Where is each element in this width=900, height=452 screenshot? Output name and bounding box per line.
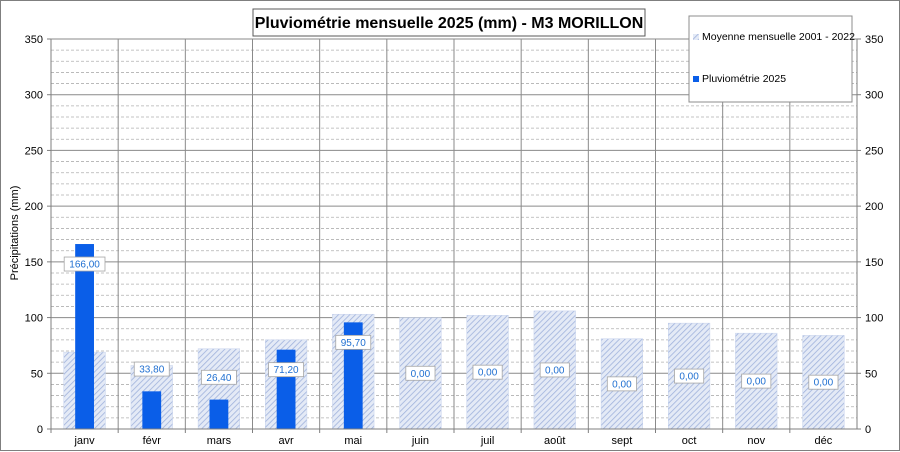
chart-title: Pluviométrie mensuelle 2025 (mm) - M3 MO…	[252, 8, 646, 37]
x-tick-label: juil	[480, 435, 494, 447]
rainfall-bar	[142, 391, 162, 429]
y-tick-label: 100	[25, 313, 43, 325]
x-tick-label: févr	[143, 435, 162, 447]
data-label: 0,00	[539, 362, 570, 378]
y2-tick-label: 0	[865, 424, 871, 436]
y2-tick-label: 250	[865, 145, 883, 157]
data-label-box	[268, 362, 304, 378]
data-label-text: 0,00	[747, 377, 767, 388]
data-label-text: 33,80	[139, 365, 164, 376]
x-tick-label: août	[544, 435, 565, 447]
y-tick-label: 350	[25, 34, 43, 46]
axes: 0 0 50 50 100 100 150 150 200 200 250 250 300 300 350 3…	[25, 34, 884, 447]
legend-label-average: Moyenne mensuelle 2001 - 2022	[702, 31, 855, 43]
data-label-box	[539, 362, 570, 378]
x-tick-label: déc	[815, 435, 833, 447]
data-label: 0,00	[808, 374, 839, 390]
data-label-text: 71,20	[274, 365, 299, 376]
y2-tick-label: 200	[865, 201, 883, 213]
data-label: 0,00	[674, 368, 705, 384]
x-tick-label: mars	[207, 435, 232, 447]
data-label-text: 26,40	[206, 373, 231, 384]
y2-tick-label: 100	[865, 313, 883, 325]
data-label: 71,20	[268, 362, 304, 378]
data-label-box	[741, 373, 772, 389]
y-tick-label: 150	[25, 257, 43, 269]
y2-tick-label: 300	[865, 90, 883, 102]
data-label-box	[133, 361, 170, 377]
data-label-text: 95,70	[341, 338, 366, 349]
data-label-text: 0,00	[478, 368, 498, 379]
legend-label-rainfall: Pluviométrie 2025	[702, 73, 786, 85]
data-label-box	[201, 369, 237, 385]
data-label-box	[808, 374, 839, 390]
legend-swatch-rainfall	[693, 76, 699, 82]
y-tick-label: 300	[25, 90, 43, 102]
data-label-text: 0,00	[679, 372, 699, 383]
chart-title-text: Pluviométrie mensuelle 2025 (mm) - M3 MO…	[255, 15, 644, 32]
data-label: 95,70	[335, 334, 372, 350]
data-label-text: 166,00	[69, 260, 100, 271]
data-label-text: 0,00	[814, 378, 834, 389]
data-label-text: 0,00	[612, 379, 632, 390]
data-label-box	[405, 365, 436, 381]
y-tick-label: 200	[25, 201, 43, 213]
x-tick-label: juin	[411, 435, 429, 447]
data-label-box	[674, 368, 705, 384]
data-label: 0,00	[606, 376, 637, 392]
x-tick-label: mai	[344, 435, 362, 447]
rainfall-bar	[75, 244, 94, 429]
data-label-box	[63, 256, 106, 272]
data-label: 26,40	[201, 369, 237, 385]
data-label: 0,00	[472, 364, 503, 380]
data-label-box	[606, 376, 637, 392]
x-tick-label: sept	[612, 435, 633, 447]
y-axis-label: Précipitations (mm)	[9, 186, 21, 281]
data-label-text: 0,00	[411, 369, 431, 380]
y2-tick-label: 350	[865, 34, 883, 46]
y-tick-label: 50	[31, 368, 43, 380]
x-tick-label: oct	[682, 435, 697, 447]
x-tick-label: nov	[747, 435, 765, 447]
rainfall-bar	[209, 399, 229, 429]
data-label-box	[472, 364, 503, 380]
y-tick-label: 0	[37, 424, 43, 436]
data-label: 33,80	[133, 361, 170, 377]
x-tick-label: janv	[73, 435, 95, 447]
x-tick-label: avr	[278, 435, 294, 447]
legend: Moyenne mensuelle 2001 - 2022 Pluviométr…	[688, 15, 855, 103]
y2-tick-label: 50	[865, 368, 877, 380]
y2-tick-label: 150	[865, 257, 883, 269]
data-label: 0,00	[405, 365, 436, 381]
data-label: 166,00	[63, 256, 106, 272]
legend-swatch-average	[693, 34, 699, 40]
rainfall-bar	[276, 349, 296, 429]
data-label-text: 0,00	[545, 365, 565, 376]
data-labels: 166,00 33,80 26,40 71,20 95,70 0,00 0,00 0,00 0,…	[63, 256, 839, 392]
data-label-box	[335, 334, 372, 350]
y-tick-label: 250	[25, 145, 43, 157]
data-label: 0,00	[741, 373, 772, 389]
